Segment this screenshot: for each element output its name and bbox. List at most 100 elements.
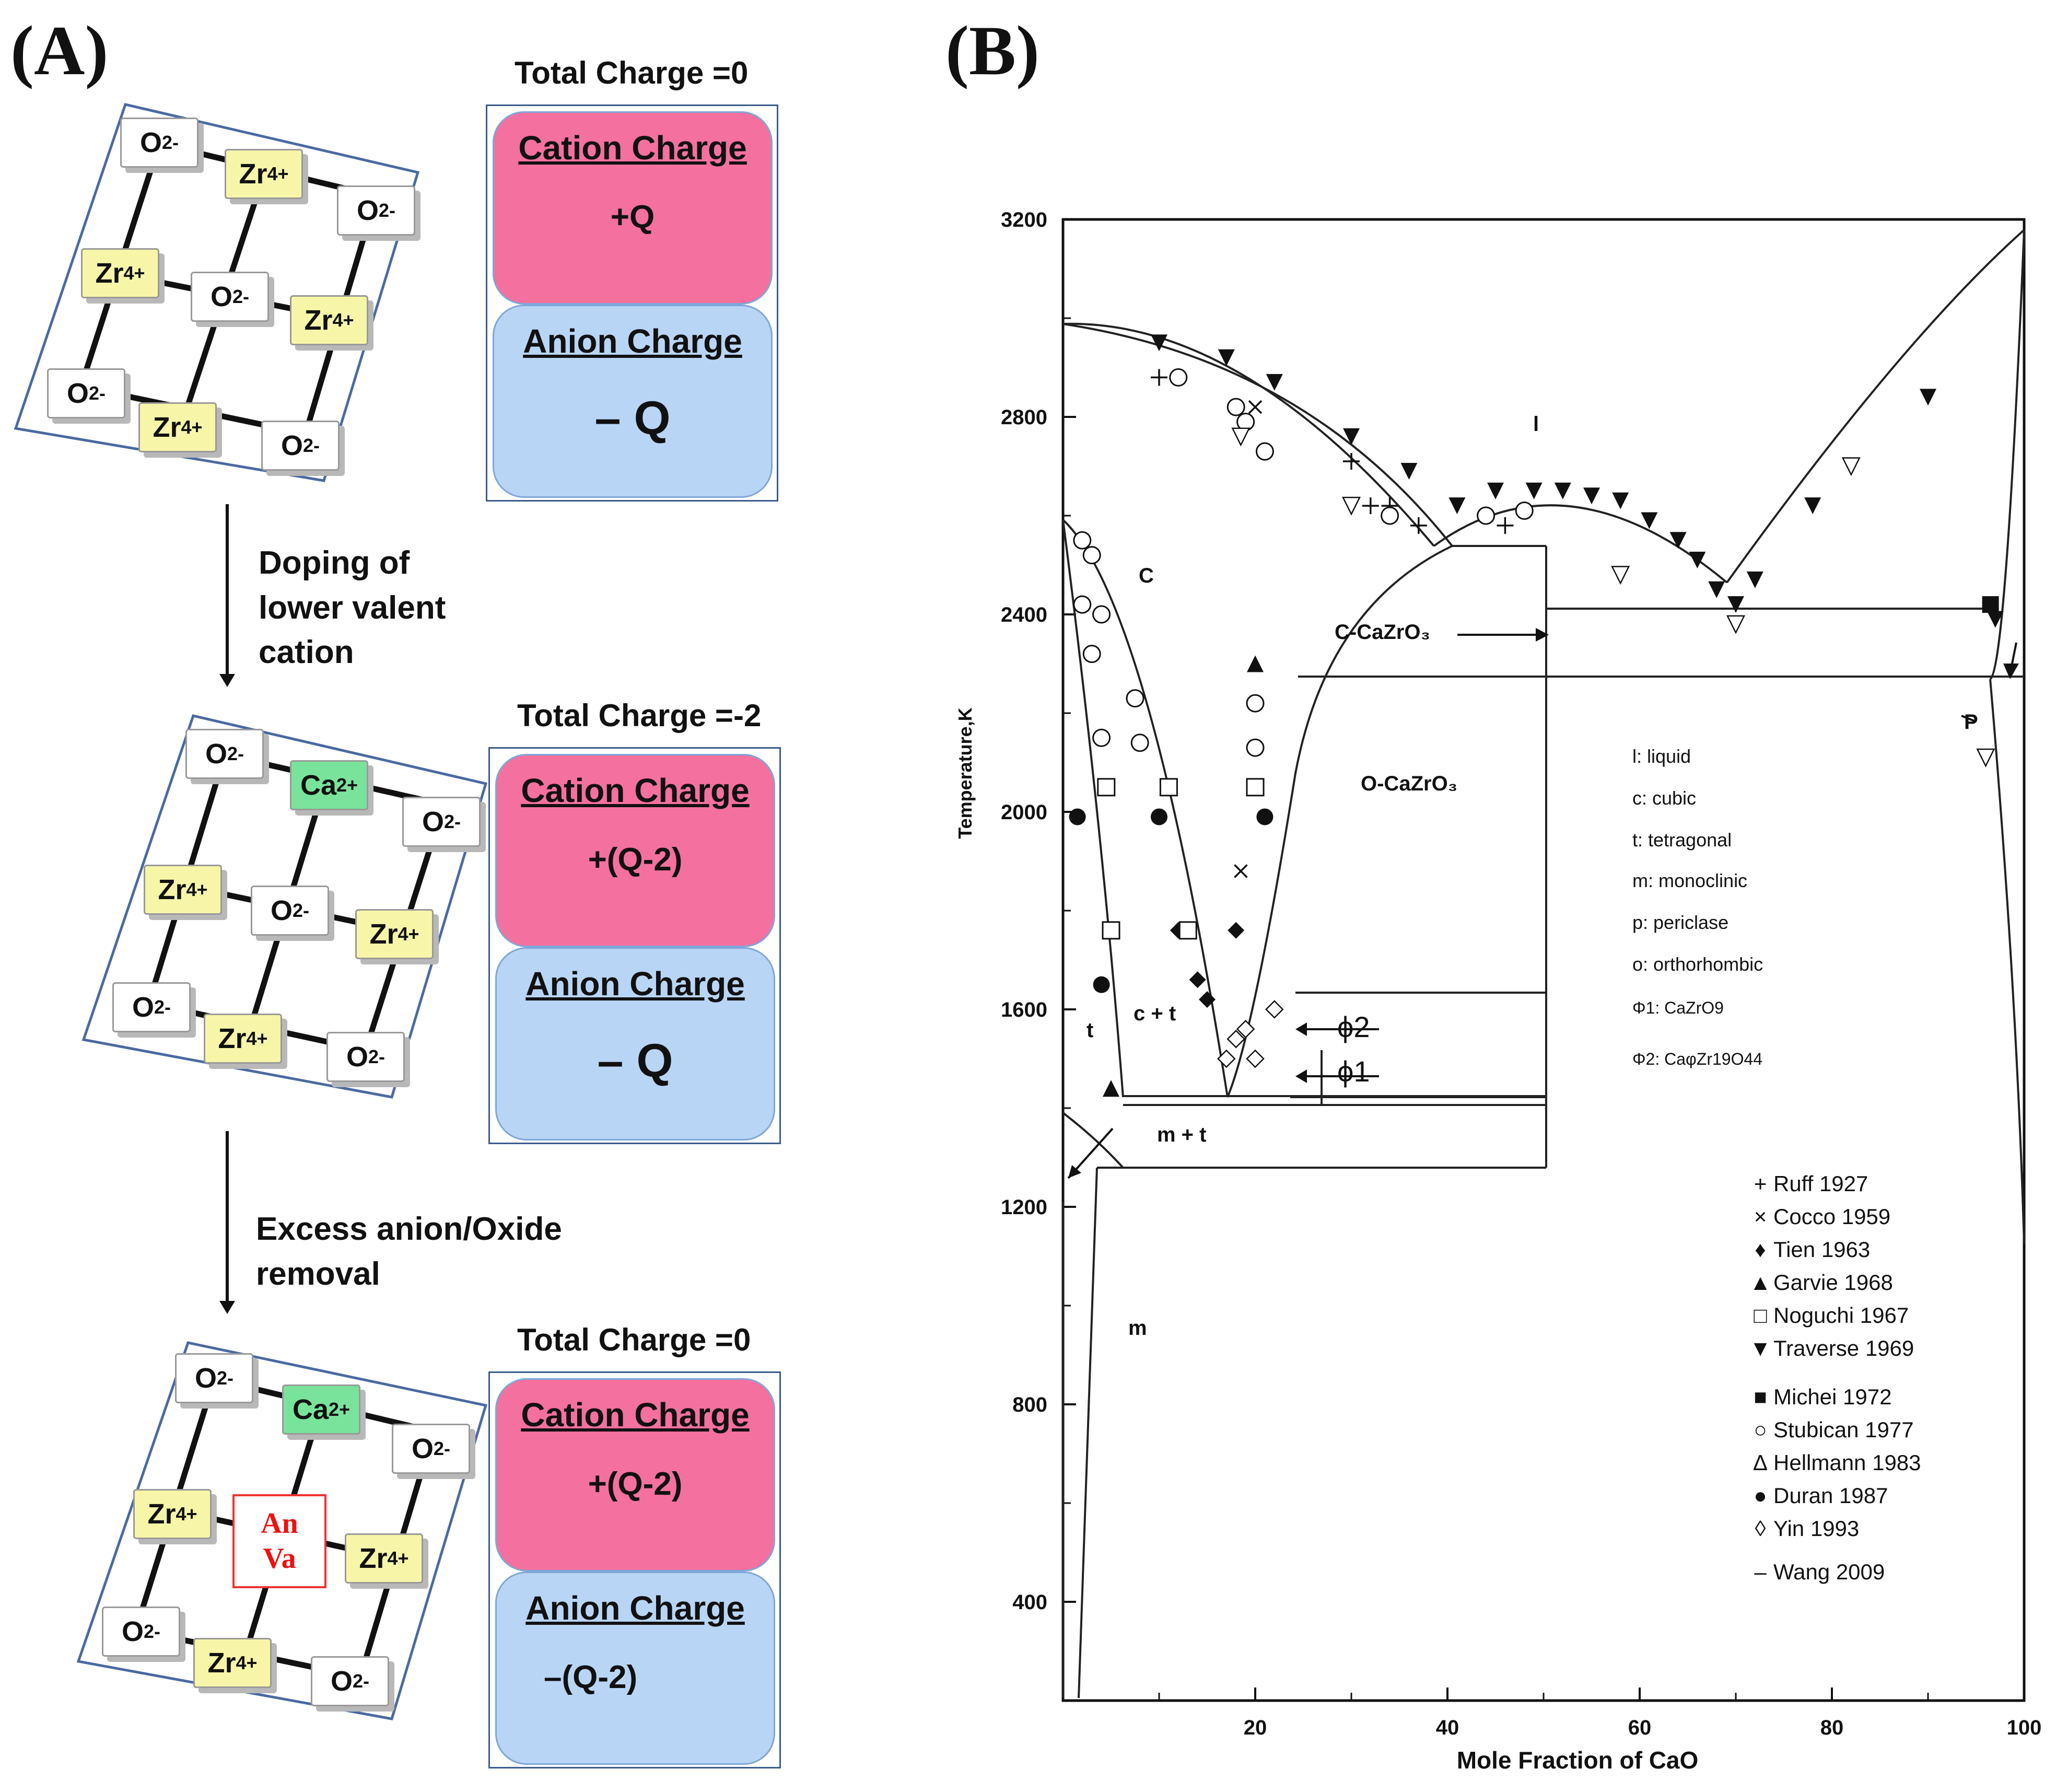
anion-charge-value: – Q bbox=[594, 392, 671, 445]
yin-1993-point bbox=[1226, 1029, 1245, 1049]
anion-charge-value: –(Q-2) bbox=[544, 1659, 638, 1695]
y-axis-label: Temperature,K bbox=[954, 707, 976, 839]
noguchi-1967-point bbox=[1097, 778, 1116, 797]
zirconium-ion: Zr 4+ bbox=[133, 1489, 212, 1539]
zirconium-ion: Zr 4+ bbox=[193, 1638, 272, 1688]
source-legend-label: Hellmann 1983 bbox=[1773, 1450, 1921, 1475]
source-legend-marker: ♦ bbox=[1755, 1237, 1766, 1262]
liquid-region-label: l bbox=[1533, 413, 1539, 436]
source-legend-marker: + bbox=[1754, 1171, 1767, 1196]
stubican-1977-point bbox=[1246, 694, 1265, 713]
stubican-1977-point bbox=[1082, 645, 1101, 664]
hellmann-1983-point bbox=[1231, 427, 1251, 447]
source-legend-label: Wang 2009 bbox=[1773, 1560, 1885, 1584]
anion-charge-title: Anion Charge bbox=[523, 322, 742, 360]
traverse-1969-point bbox=[1727, 596, 1744, 613]
y-tick-label: 2400 bbox=[1001, 603, 1047, 626]
stubican-1977-point bbox=[1381, 506, 1399, 525]
yin-1993-point bbox=[1246, 1049, 1265, 1068]
traverse-1969-point bbox=[1612, 492, 1629, 509]
total-charge-label: Total Charge =0 bbox=[517, 1322, 751, 1357]
charge-stack: Cation Charge +Q Anion Charge – Q bbox=[486, 104, 778, 502]
traverse-1969-point bbox=[1708, 581, 1725, 598]
noguchi-1967-point bbox=[1159, 778, 1178, 797]
tien-1963-point bbox=[1189, 971, 1206, 988]
source-legend-label: Stubican 1977 bbox=[1773, 1417, 1914, 1442]
tien-1963-point bbox=[1170, 922, 1187, 939]
zirconium-ion: Zr 4+ bbox=[144, 865, 222, 915]
oxide-ion: O 2- bbox=[47, 368, 125, 418]
traverse-1969-point bbox=[1583, 487, 1600, 505]
garvie-1968-point bbox=[1103, 1080, 1119, 1097]
source-legend-marker: □ bbox=[1754, 1303, 1767, 1328]
cation-charge-value: +(Q-2) bbox=[588, 1466, 683, 1502]
hellmann-1983-point bbox=[1726, 615, 1746, 634]
noguchi-1967-point bbox=[1246, 778, 1265, 797]
tien-1963-point bbox=[1228, 922, 1245, 939]
source-legend-label: Yin 1993 bbox=[1773, 1516, 1859, 1541]
y-tick-label: 1600 bbox=[1001, 998, 1047, 1021]
oxide-ion: O 2- bbox=[337, 185, 415, 236]
y-tick-label: 2800 bbox=[1001, 406, 1047, 429]
duran-1987-point bbox=[1093, 976, 1110, 993]
zirconium-ion: Zr 4+ bbox=[81, 248, 159, 298]
duran-1987-point bbox=[1151, 808, 1167, 825]
x-tick-label: 20 bbox=[1244, 1716, 1267, 1739]
oxide-ion: O 2- bbox=[185, 729, 264, 779]
cation-charge-box: Cation Charge +(Q-2) bbox=[495, 1378, 775, 1572]
phase-diagram: 400 800 1200 1600 2000 2400 2800 3200 20 40 60 80 1… bbox=[954, 208, 2041, 1774]
garvie-1968-point bbox=[1247, 655, 1264, 672]
lattice-frame-2 bbox=[81, 714, 488, 1099]
traverse-1969-point bbox=[1400, 462, 1418, 480]
source-legend-marker: ◊ bbox=[1755, 1516, 1766, 1541]
source-legend-label: Noguchi 1967 bbox=[1773, 1303, 1909, 1328]
source-legend-label: Traverse 1969 bbox=[1773, 1336, 1914, 1360]
legend-cubic: c: cubic bbox=[1632, 787, 1696, 809]
cocco-1959-point bbox=[1234, 864, 1248, 878]
yin-1993-point bbox=[1265, 1000, 1284, 1019]
tetragonal-region-label: t bbox=[1087, 1019, 1093, 1042]
oxide-ion: O 2- bbox=[326, 1032, 405, 1082]
oxide-ion: O 2- bbox=[120, 118, 198, 168]
traverse-1969-point bbox=[1641, 512, 1658, 529]
stubican-1977-point bbox=[1092, 728, 1111, 747]
oxide-ion: O 2- bbox=[261, 421, 340, 471]
oxide-ion: O 2- bbox=[102, 1607, 180, 1657]
stubican-1977-point bbox=[1246, 738, 1265, 757]
y-tick-label: 3200 bbox=[1001, 208, 1047, 231]
stubican-1977-point bbox=[1130, 734, 1149, 752]
x-axis-label: Mole Fraction of CaO bbox=[1457, 1747, 1699, 1774]
cation-charge-box: Cation Charge +(Q-2) bbox=[495, 754, 775, 947]
cation-charge-title: Cation Charge bbox=[518, 129, 747, 167]
traverse-1969-point bbox=[1343, 428, 1360, 445]
oxide-ion: O 2- bbox=[191, 272, 269, 322]
traverse-1969-point bbox=[1266, 374, 1283, 391]
total-charge-label: Total Charge =-2 bbox=[517, 698, 762, 733]
ruff-1927-point bbox=[1151, 369, 1167, 386]
x-tick-label: 40 bbox=[1436, 1716, 1459, 1739]
traverse-1969-point bbox=[1218, 349, 1235, 366]
source-legend-label: Cocco 1959 bbox=[1773, 1204, 1890, 1229]
oxide-ion: O 2- bbox=[251, 886, 329, 936]
traverse-1969-point bbox=[1689, 552, 1706, 569]
y-tick-label: 1200 bbox=[1001, 1196, 1047, 1219]
lattice-frame-3 bbox=[76, 1341, 488, 1720]
source-legend-label: Duran 1987 bbox=[1773, 1483, 1888, 1508]
stubican-1977-point bbox=[1515, 502, 1534, 520]
removal-step-text: Excess anion/Oxide removal bbox=[256, 1211, 562, 1292]
anion-vacancy: An Va bbox=[232, 1494, 326, 1588]
stubican-1977-point bbox=[1255, 442, 1274, 461]
yin-1993-point bbox=[1236, 1020, 1255, 1039]
source-legend-marker: ∆ bbox=[1754, 1450, 1767, 1475]
oxide-ion: O 2- bbox=[175, 1353, 253, 1403]
oxide-ion: O 2- bbox=[112, 982, 191, 1032]
duran-1987-point bbox=[1069, 808, 1086, 825]
legend-liquid: l: liquid bbox=[1632, 746, 1691, 767]
legend-phi1: Φ1: CaZrO9 bbox=[1632, 998, 1724, 1017]
ruff-1927-point bbox=[1362, 497, 1379, 515]
hellmann-1983-point bbox=[1341, 496, 1361, 516]
cation-charge-value: +(Q-2) bbox=[588, 842, 683, 878]
oxide-ion: O 2- bbox=[392, 1424, 470, 1474]
source-legend-marker: ■ bbox=[1754, 1384, 1767, 1409]
anion-charge-title: Anion Charge bbox=[525, 1589, 745, 1627]
